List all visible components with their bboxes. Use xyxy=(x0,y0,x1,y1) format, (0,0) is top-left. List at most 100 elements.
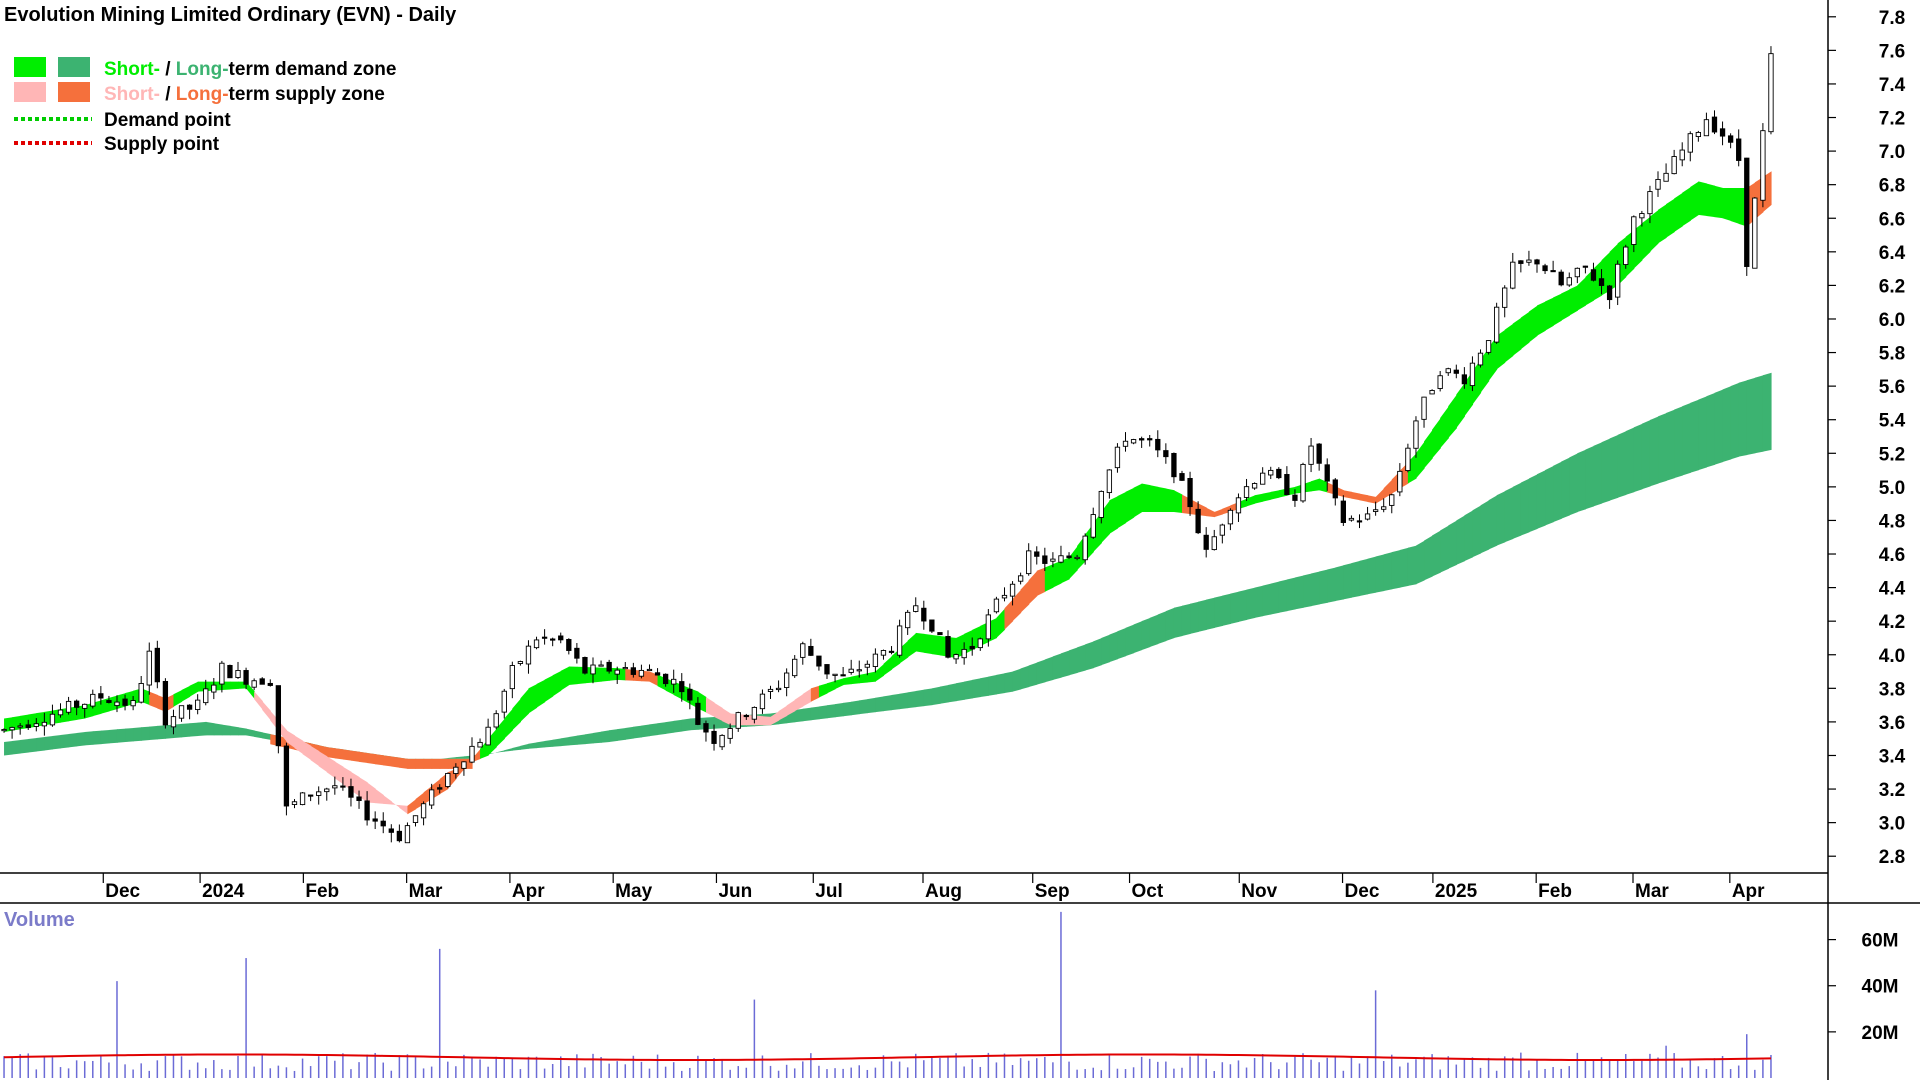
short-zone-segment xyxy=(1157,486,1167,513)
long-zone-segment xyxy=(1658,412,1667,484)
long-zone-segment xyxy=(625,726,634,740)
long-supply-segment xyxy=(423,758,433,769)
price-tick-label: 3.8 xyxy=(1879,679,1905,700)
short-zone-segment xyxy=(1577,277,1586,311)
short-zone-segment xyxy=(1375,488,1385,504)
candle-body xyxy=(517,661,524,664)
long-zone-segment xyxy=(108,729,118,744)
price-tick-label: 3.0 xyxy=(1879,814,1905,835)
short-zone-segment xyxy=(1319,478,1328,493)
month-tick-label: Feb xyxy=(305,881,339,902)
long-zone-segment xyxy=(1472,505,1482,558)
short-zone-segment xyxy=(1698,181,1708,217)
candle-body xyxy=(445,772,451,787)
chart-title: Evolution Mining Limited Ordinary (EVN) … xyxy=(4,4,457,26)
month-tick-label: Nov xyxy=(1241,881,1277,902)
short-zone-segment xyxy=(1343,490,1353,499)
long-zone-segment xyxy=(1730,382,1740,460)
candle-body xyxy=(122,698,128,706)
candle-body xyxy=(775,687,782,691)
short-zone-segment xyxy=(1351,491,1361,501)
candle-body xyxy=(703,723,709,733)
long-zone-segment xyxy=(673,719,683,733)
long-zone-segment xyxy=(528,742,538,749)
long-zone-segment xyxy=(1133,621,1143,654)
candle-body xyxy=(533,639,540,649)
long-zone-segment xyxy=(633,725,643,739)
candle-body xyxy=(1695,131,1702,138)
short-zone-segment xyxy=(1674,192,1683,233)
short-zone-segment xyxy=(1311,478,1320,492)
long-zone-segment xyxy=(907,691,917,709)
long-zone-segment xyxy=(851,700,860,716)
long-zone-segment xyxy=(1109,631,1119,663)
month-tick-label: May xyxy=(615,881,652,902)
long-zone-segment xyxy=(141,726,150,741)
candle-body xyxy=(17,725,23,728)
candle-body xyxy=(598,664,604,667)
short-zone-segment xyxy=(1141,483,1151,513)
long-zone-segment xyxy=(197,721,207,737)
long-zone-segment xyxy=(1706,392,1716,468)
candle-body xyxy=(969,645,975,650)
candle-body xyxy=(905,611,911,629)
candle-body xyxy=(816,655,822,667)
long-zone-segment xyxy=(1230,591,1240,624)
candle-body xyxy=(211,684,217,693)
long-zone-segment xyxy=(181,723,191,738)
candle-body xyxy=(759,693,766,710)
long-zone-segment xyxy=(28,738,37,753)
candle-body xyxy=(1518,260,1524,264)
long-zone-segment xyxy=(205,721,215,736)
long-zone-segment xyxy=(246,728,255,737)
candle-body xyxy=(469,745,475,763)
short-zone-segment xyxy=(560,666,570,691)
long-zone-segment xyxy=(948,683,957,703)
candle-body xyxy=(1026,550,1032,575)
long-zone-segment xyxy=(1238,589,1248,622)
short-zone-segment xyxy=(1246,495,1256,507)
candle-body xyxy=(1711,116,1718,133)
long-zone-segment xyxy=(802,707,812,722)
candle-body xyxy=(1534,259,1540,265)
short-zone-segment xyxy=(1149,485,1159,513)
candle-body xyxy=(283,745,290,807)
candle-body xyxy=(1744,157,1750,267)
candle-body xyxy=(73,700,80,708)
short-zone-segment xyxy=(1214,508,1223,518)
long-zone-segment xyxy=(794,708,804,723)
long-zone-segment xyxy=(1553,461,1562,523)
short-zone-segment xyxy=(907,632,917,658)
candle-body xyxy=(832,673,838,676)
month-tick-label: 2024 xyxy=(202,881,245,902)
long-zone-segment xyxy=(1504,486,1514,543)
candle-body xyxy=(1421,396,1427,420)
candle-body xyxy=(606,661,612,672)
candle-body xyxy=(291,801,298,805)
long-zone-segment xyxy=(923,688,933,707)
long-zone-segment xyxy=(1165,607,1175,641)
short-zone-segment xyxy=(1069,545,1078,580)
long-zone-segment xyxy=(100,729,110,745)
short-zone-segment xyxy=(1448,394,1457,439)
long-zone-segment xyxy=(1633,423,1643,493)
candle-body xyxy=(1340,500,1347,523)
candle-body xyxy=(977,638,983,649)
candle-body xyxy=(195,699,201,711)
candle-body xyxy=(138,683,144,703)
candle-body xyxy=(380,820,386,827)
long-supply-segment xyxy=(447,758,457,769)
candle-body xyxy=(162,680,169,726)
legend-supply-zone: Short- / Long-term supply zone xyxy=(104,84,385,105)
price-tick-label: 6.0 xyxy=(1879,310,1905,331)
short-zone-segment xyxy=(1125,487,1135,523)
short-zone-segment xyxy=(1165,488,1175,513)
long-demand-swatch xyxy=(58,57,90,77)
long-zone-segment xyxy=(36,737,45,752)
candle-body xyxy=(1163,450,1169,458)
long-supply-segment xyxy=(342,749,352,761)
long-supply-segment xyxy=(350,750,360,762)
volume-tick-label: 60M xyxy=(1862,931,1899,952)
price-tick-label: 3.6 xyxy=(1879,713,1905,734)
long-supply-segment xyxy=(334,748,344,760)
